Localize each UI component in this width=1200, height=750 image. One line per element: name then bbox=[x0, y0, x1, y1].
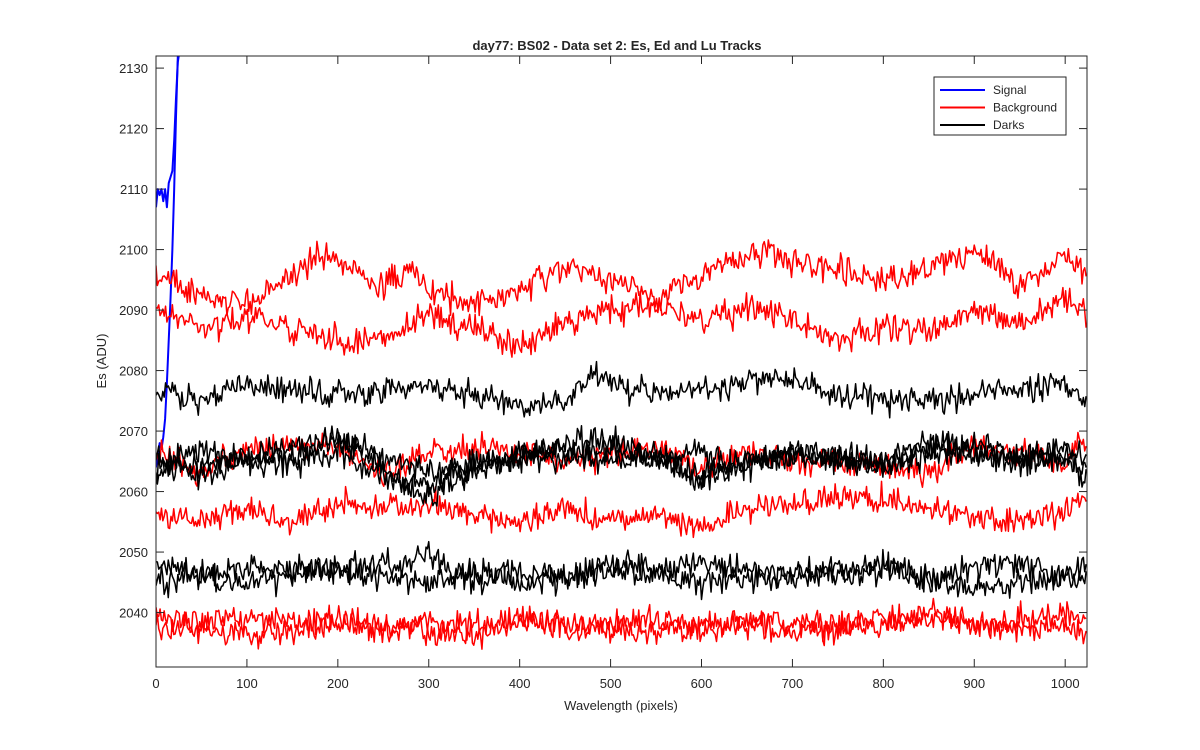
x-tick-label: 400 bbox=[509, 676, 531, 691]
series-line-background bbox=[156, 286, 1087, 358]
y-tick-label: 2060 bbox=[119, 485, 148, 500]
x-tick-label: 700 bbox=[782, 676, 804, 691]
plot-area bbox=[156, 56, 1087, 667]
x-tick-label: 200 bbox=[327, 676, 349, 691]
series-line-signal bbox=[156, 56, 179, 468]
x-tick-label: 100 bbox=[236, 676, 258, 691]
series-line-background bbox=[156, 239, 1087, 317]
x-axis: 0 100 200 300 400 500 600 700 800 900 1000 bbox=[152, 56, 1080, 691]
legend-label-background: Background bbox=[993, 101, 1057, 115]
series-line-darks bbox=[156, 551, 1087, 601]
series-line-darks bbox=[156, 425, 1087, 507]
x-tick-label: 300 bbox=[418, 676, 440, 691]
series-line-darks bbox=[156, 430, 1087, 496]
y-tick-label: 2090 bbox=[119, 303, 148, 318]
y-tick-label: 2120 bbox=[119, 122, 148, 137]
chart-title: day77: BS02 - Data set 2: Es, Ed and Lu … bbox=[472, 38, 761, 53]
x-tick-label: 900 bbox=[963, 676, 985, 691]
legend: Signal Background Darks bbox=[933, 76, 1067, 136]
y-tick-label: 2070 bbox=[119, 424, 148, 439]
series-layer bbox=[156, 56, 1087, 650]
x-tick-label: 600 bbox=[691, 676, 713, 691]
series-line-background bbox=[156, 480, 1087, 539]
y-tick-label: 2110 bbox=[120, 182, 148, 197]
y-axis-label: Es (ADU) bbox=[94, 334, 109, 389]
x-tick-label: 0 bbox=[152, 676, 159, 691]
legend-label-signal: Signal bbox=[993, 83, 1026, 97]
x-tick-label: 1000 bbox=[1051, 676, 1080, 691]
series-line-background bbox=[156, 597, 1087, 650]
y-axis: 2040 2050 2060 2070 2080 2090 2100 2110 2120 2130 bbox=[119, 61, 1087, 621]
x-tick-label: 500 bbox=[600, 676, 622, 691]
legend-label-darks: Darks bbox=[993, 118, 1024, 132]
series-line-darks bbox=[156, 360, 1087, 419]
y-tick-label: 2080 bbox=[119, 364, 148, 379]
plot-frame bbox=[155, 55, 1088, 668]
y-tick-label: 2040 bbox=[119, 606, 148, 621]
x-axis-label: Wavelength (pixels) bbox=[564, 698, 678, 713]
y-tick-label: 2130 bbox=[119, 61, 148, 76]
y-tick-label: 2100 bbox=[119, 243, 148, 258]
y-tick-label: 2050 bbox=[119, 545, 148, 560]
x-tick-label: 800 bbox=[872, 676, 894, 691]
